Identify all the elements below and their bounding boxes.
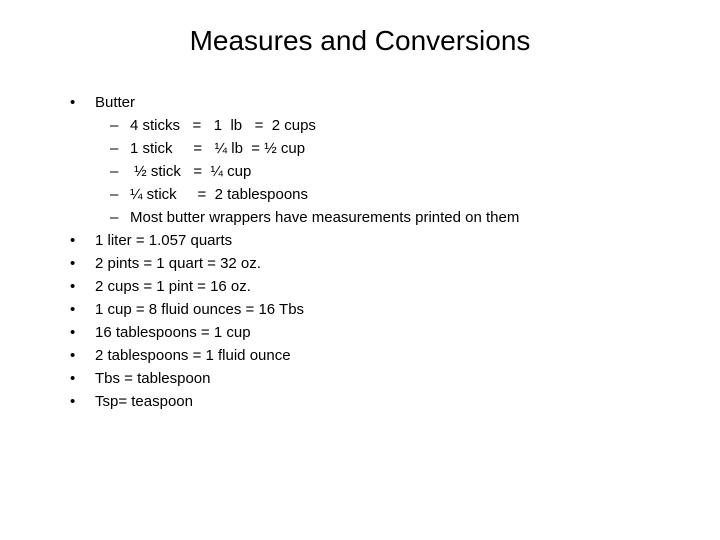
bullet-icon: • bbox=[70, 299, 95, 320]
list-sub-item: – Most butter wrappers have measurements… bbox=[110, 207, 680, 228]
list-item: • Tsp= teaspoon bbox=[70, 391, 680, 412]
bullet-text: Tsp= teaspoon bbox=[95, 391, 680, 412]
dash-icon: – bbox=[110, 138, 130, 159]
dash-icon: – bbox=[110, 184, 130, 205]
list-sub-item: – ¼ stick = 2 tablespoons bbox=[110, 184, 680, 205]
bullet-text: 1 cup = 8 fluid ounces = 16 Tbs bbox=[95, 299, 680, 320]
bullet-text: Butter bbox=[95, 92, 680, 113]
bullet-text: 2 cups = 1 pint = 16 oz. bbox=[95, 276, 680, 297]
list-item: • 1 liter = 1.057 quarts bbox=[70, 230, 680, 251]
list-item: • Butter bbox=[70, 92, 680, 113]
dash-icon: – bbox=[110, 161, 130, 182]
sub-bullet-text: Most butter wrappers have measurements p… bbox=[130, 207, 680, 228]
list-sub-item: – 4 sticks = 1 lb = 2 cups bbox=[110, 115, 680, 136]
sub-bullet-text: 1 stick = ¼ lb = ½ cup bbox=[130, 138, 680, 159]
bullet-icon: • bbox=[70, 230, 95, 251]
list-item: • Tbs = tablespoon bbox=[70, 368, 680, 389]
list-item: • 2 tablespoons = 1 fluid ounce bbox=[70, 345, 680, 366]
bullet-icon: • bbox=[70, 253, 95, 274]
bullet-text: 2 tablespoons = 1 fluid ounce bbox=[95, 345, 680, 366]
list-item: • 2 cups = 1 pint = 16 oz. bbox=[70, 276, 680, 297]
bullet-icon: • bbox=[70, 276, 95, 297]
bullet-icon: • bbox=[70, 391, 95, 412]
list-item: • 16 tablespoons = 1 cup bbox=[70, 322, 680, 343]
page-title: Measures and Conversions bbox=[40, 25, 680, 57]
bullet-text: 1 liter = 1.057 quarts bbox=[95, 230, 680, 251]
sub-bullet-text: ½ stick = ¼ cup bbox=[130, 161, 680, 182]
bullet-icon: • bbox=[70, 345, 95, 366]
dash-icon: – bbox=[110, 115, 130, 136]
list-item: • 1 cup = 8 fluid ounces = 16 Tbs bbox=[70, 299, 680, 320]
bullet-icon: • bbox=[70, 322, 95, 343]
content-area: • Butter – 4 sticks = 1 lb = 2 cups – 1 … bbox=[40, 92, 680, 412]
sub-bullet-text: ¼ stick = 2 tablespoons bbox=[130, 184, 680, 205]
list-sub-item: – ½ stick = ¼ cup bbox=[110, 161, 680, 182]
bullet-text: 2 pints = 1 quart = 32 oz. bbox=[95, 253, 680, 274]
list-item: • 2 pints = 1 quart = 32 oz. bbox=[70, 253, 680, 274]
dash-icon: – bbox=[110, 207, 130, 228]
bullet-icon: • bbox=[70, 368, 95, 389]
bullet-icon: • bbox=[70, 92, 95, 113]
bullet-text: Tbs = tablespoon bbox=[95, 368, 680, 389]
list-sub-item: – 1 stick = ¼ lb = ½ cup bbox=[110, 138, 680, 159]
bullet-text: 16 tablespoons = 1 cup bbox=[95, 322, 680, 343]
sub-bullet-text: 4 sticks = 1 lb = 2 cups bbox=[130, 115, 680, 136]
